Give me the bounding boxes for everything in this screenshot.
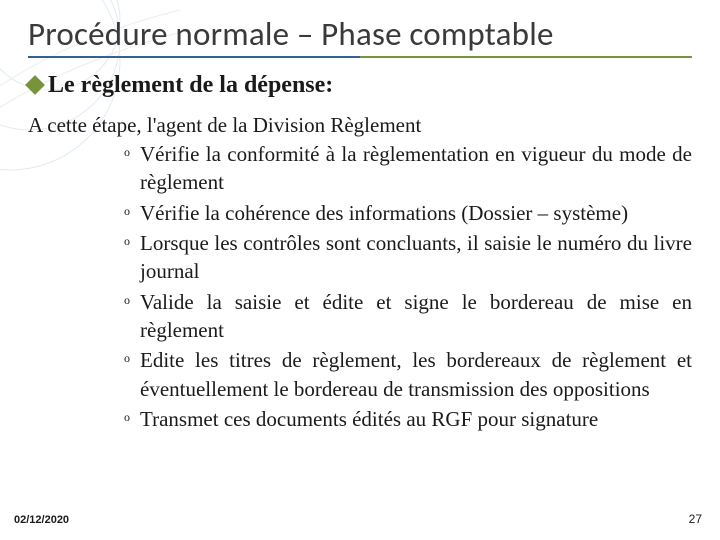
bullet-marker: o: [124, 288, 130, 308]
list-item-text: Valide la saisie et édite et signe le bo…: [140, 288, 692, 345]
list-item: o Valide la saisie et édite et signe le b…: [124, 288, 692, 345]
bullet-marker: o: [124, 405, 130, 425]
list-item: o Vérifie la cohérence des informations (…: [124, 199, 692, 227]
slide: Procédure normale – Phase comptable Le r…: [0, 0, 720, 540]
list-item-text: Transmet ces documents édités au RGF pou…: [140, 405, 598, 433]
list-item: o Lorsque les contrôles sont concluants, …: [124, 229, 692, 286]
title-underline: [28, 56, 692, 58]
list-item: o Edite les titres de règlement, les bord…: [124, 346, 692, 403]
slide-title: Procédure normale – Phase comptable: [28, 14, 692, 54]
list-item-text: Lorsque les contrôles sont concluants, i…: [140, 229, 692, 286]
bullet-marker: o: [124, 140, 130, 160]
list-item: o Transmet ces documents édités au RGF po…: [124, 405, 692, 433]
bullet-list: o Vérifie la conformité à la règlementati…: [28, 140, 692, 433]
subtitle: Le règlement de la dépense:: [48, 72, 333, 99]
diamond-bullet-icon: [25, 75, 45, 95]
bullet-marker: o: [124, 199, 130, 219]
subtitle-row: Le règlement de la dépense:: [28, 72, 692, 99]
list-item-text: Vérifie la conformité à la règlementatio…: [140, 140, 692, 197]
footer-date: 02/12/2020: [14, 514, 69, 526]
list-item: o Vérifie la conformité à la règlementati…: [124, 140, 692, 197]
list-item-text: Vérifie la cohérence des informations (D…: [140, 199, 628, 227]
bullet-marker: o: [124, 229, 130, 249]
footer-page: 27: [689, 512, 702, 526]
bullet-marker: o: [124, 346, 130, 366]
list-item-text: Edite les titres de règlement, les borde…: [140, 346, 692, 403]
intro-text: A cette étape, l'agent de la Division Rè…: [28, 113, 692, 138]
